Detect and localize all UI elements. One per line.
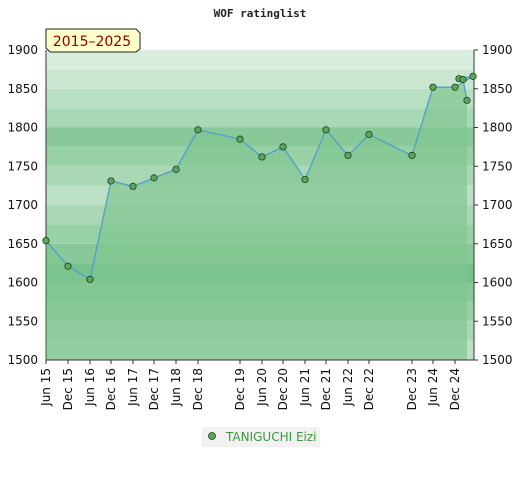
y-tick-label-right: 1750 [482,159,513,173]
data-point [408,151,416,159]
y-tick-label-right: 1600 [482,276,513,290]
y-tick-label-left: 1850 [7,82,38,96]
data-point [172,165,180,173]
x-tick-label: Dec 23 [405,368,419,410]
x-tick-label: Dec 17 [147,368,161,410]
band [46,88,474,109]
legend[interactable]: TANIGUCHI Eizi [202,427,320,447]
band [46,69,474,89]
x-tick-label: Dec 21 [319,368,333,410]
y-tick-label-right: 1550 [482,314,513,328]
data-point [279,143,287,151]
x-axis: Jun 15 Dec 15 Jun 16 Dec 16 Jun 17 Dec 17 Jun … [39,360,462,410]
data-point [301,175,309,184]
y-tick-label-left: 1800 [7,121,38,135]
data-point [459,75,467,84]
data-point [463,96,471,104]
x-tick-label: Dec 19 [233,368,247,410]
y-tick-label-left: 1600 [7,276,38,290]
data-point [365,130,373,139]
data-point [322,126,330,134]
x-tick-label: Jun 20 [255,368,269,407]
x-tick-label: Jun 24 [426,368,440,407]
y-tick-label-left: 1500 [7,353,38,367]
legend-label: TANIGUCHI Eizi [225,430,317,444]
data-point [469,72,477,80]
x-tick-label: Jun 22 [341,368,355,407]
y-tick-label-right: 1900 [482,43,513,57]
x-tick-label: Dec 24 [448,368,462,410]
band [46,108,474,128]
x-tick-label: Dec 15 [61,368,75,410]
legend-marker [208,432,216,440]
x-tick-label: Jun 17 [126,368,140,407]
x-tick-label: Dec 22 [362,368,376,410]
x-tick-label: Jun 21 [298,368,312,407]
period-badge: 2015–2025 [45,28,141,53]
y-tick-label-right: 1800 [482,121,513,135]
y-tick-label-left: 1650 [7,237,38,251]
data-point [194,126,202,134]
data-point [42,237,50,245]
data-point [451,83,459,91]
x-tick-label: Dec 18 [191,368,205,410]
data-point [129,182,137,190]
band [46,50,474,70]
data-point [150,174,158,182]
data-point [344,151,352,159]
x-tick-label: Jun 18 [169,368,183,407]
x-tick-label: Dec 16 [104,368,118,410]
band [46,127,474,147]
y-tick-label-right: 1850 [482,82,513,96]
x-tick-label: Jun 15 [39,368,53,407]
x-tick-label: Jun 16 [83,368,97,407]
chart-title: WOF ratinglist [214,7,307,20]
y-tick-label-left: 1900 [7,43,38,57]
data-point [64,262,72,270]
data-point [429,83,437,91]
y-tick-label-right: 1500 [482,353,513,367]
y-tick-label-right: 1650 [482,237,513,251]
y-tick-label-left: 1700 [7,198,38,212]
x-tick-label: Dec 20 [276,368,290,410]
data-point [258,153,266,161]
period-label: 2015–2025 [53,34,131,50]
data-points [42,72,477,283]
data-point [236,135,244,143]
data-point [86,275,94,283]
y-tick-label-left: 1550 [7,314,38,328]
y-axis-left: 1500 1550 1600 1650 1700 1750 1800 1850 1900 [7,43,38,367]
rating-area [46,76,473,360]
data-point [107,177,115,185]
y-tick-label-left: 1750 [7,159,38,173]
y-axis-right: 1500 1550 1600 1650 1700 1750 1800 1850 1900 [474,43,513,367]
y-tick-label-right: 1700 [482,198,513,212]
